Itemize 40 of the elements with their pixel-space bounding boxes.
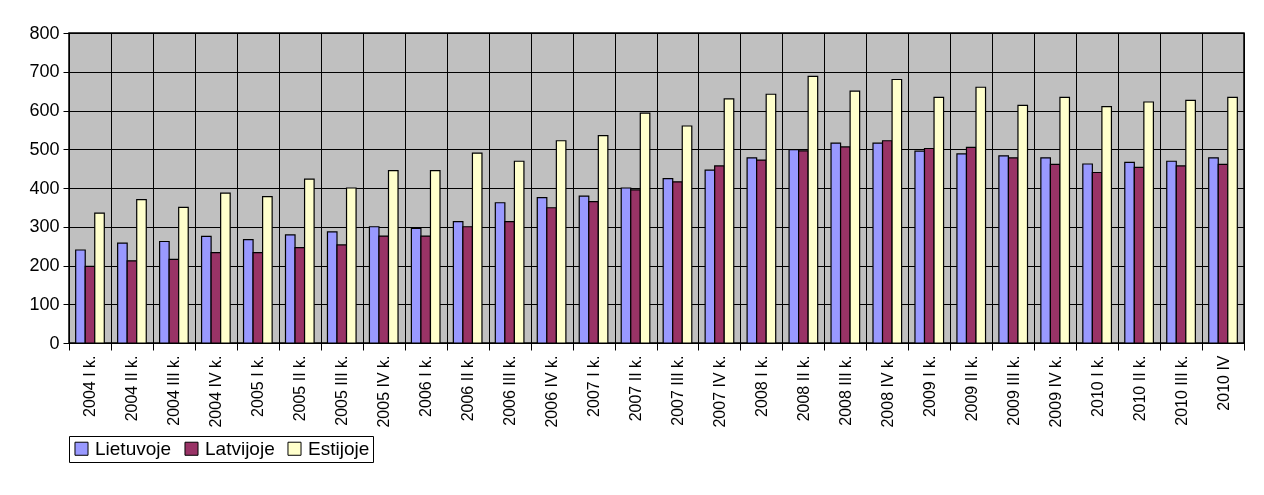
y-tick-label: 500: [29, 138, 60, 159]
x-tick-label: 2006 I k.: [417, 355, 435, 417]
x-tick-label: 2008 III k.: [836, 355, 854, 426]
x-tick-label: 2008 IV k.: [878, 355, 896, 428]
legend-label: Estijoje: [308, 437, 370, 459]
y-tick-label: 200: [29, 255, 60, 275]
x-tick-label: 2004 I k.: [81, 355, 99, 417]
legend-label: Latvijoje: [205, 437, 275, 459]
x-tick-label: 2007 II k.: [627, 355, 645, 422]
x-tick-label: 2005 I k.: [249, 355, 267, 417]
y-tick-label: 400: [29, 177, 60, 198]
x-tick-label: 2009 IV k.: [1046, 355, 1064, 428]
y-tick-label: 300: [29, 216, 60, 237]
x-tick-label: 2009 I k.: [920, 355, 938, 417]
y-tick-label: 700: [29, 61, 60, 82]
x-tick-label: 2004 IV k.: [207, 355, 225, 428]
x-tick-label: 2009 II k.: [962, 355, 980, 422]
x-tick-label: 2010 II k.: [1130, 355, 1148, 422]
x-tick-label: 2009 III k.: [1004, 355, 1022, 426]
x-tick-label: 2004 III k.: [165, 355, 183, 426]
x-tick-label: 2004 II k.: [123, 355, 141, 422]
x-tick-label: 2008 II k.: [794, 355, 812, 422]
x-tick-label: 2010 I k.: [1088, 355, 1106, 417]
x-tick-label: 2005 II k.: [291, 355, 309, 422]
y-tick-label: 100: [29, 293, 60, 314]
x-tick-label: 2007 III k.: [668, 355, 686, 426]
x-tick-label: 2010 IV: [1214, 355, 1232, 411]
y-tick-label: 600: [29, 100, 60, 120]
x-tick-label: 2005 III k.: [333, 355, 351, 426]
y-tick-label: 0: [49, 332, 60, 353]
x-tick-label: 2007 IV k.: [710, 355, 728, 428]
x-tick-label: 2006 II k.: [459, 355, 477, 422]
x-tick-label: 2007 I k.: [585, 355, 603, 417]
x-tick-label: 2006 IV k.: [543, 355, 561, 428]
x-tick-label: 2005 IV k.: [375, 355, 393, 428]
y-tick-label: 800: [29, 22, 60, 43]
x-tick-label: 2008 I k.: [752, 355, 770, 417]
x-tick-label: 2006 III k.: [501, 355, 519, 426]
x-tick-label: 2010 III k.: [1172, 355, 1190, 426]
legend-label: Lietuvoje: [95, 437, 172, 459]
